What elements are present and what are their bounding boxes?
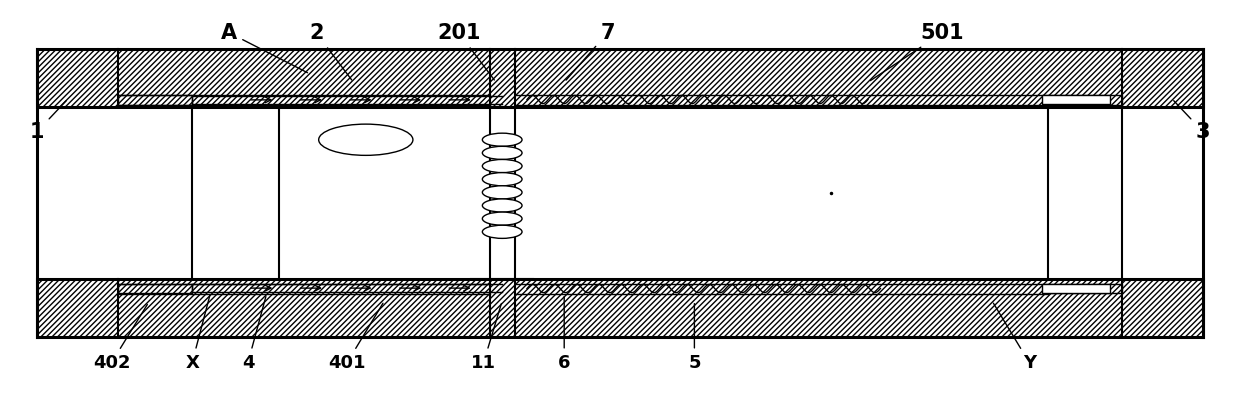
- Circle shape: [482, 146, 522, 159]
- Text: 201: 201: [436, 23, 495, 80]
- Circle shape: [482, 212, 522, 225]
- Bar: [37, 279, 1203, 337]
- Bar: [118, 95, 192, 105]
- Text: A: A: [221, 23, 308, 73]
- Bar: [1048, 95, 1122, 105]
- Bar: [118, 284, 192, 293]
- Bar: [1042, 95, 1110, 104]
- Bar: [1048, 284, 1122, 293]
- Text: 402: 402: [93, 305, 148, 372]
- Text: 6: 6: [558, 297, 570, 372]
- Text: 401: 401: [329, 303, 383, 372]
- Text: Y: Y: [993, 303, 1035, 372]
- Circle shape: [482, 133, 522, 146]
- Text: 7: 7: [565, 23, 615, 80]
- Text: 1: 1: [30, 101, 66, 141]
- Text: 3: 3: [1174, 101, 1210, 141]
- Bar: [37, 279, 1203, 337]
- Circle shape: [482, 173, 522, 186]
- Text: 11: 11: [471, 303, 501, 372]
- Text: X: X: [185, 295, 210, 372]
- Circle shape: [482, 199, 522, 212]
- Bar: [37, 49, 1203, 107]
- Bar: [1042, 284, 1110, 293]
- Circle shape: [482, 225, 522, 238]
- Text: 4: 4: [242, 297, 265, 372]
- Bar: [37, 49, 1203, 107]
- Text: 2: 2: [309, 23, 352, 80]
- Text: 5: 5: [688, 304, 701, 372]
- Text: 501: 501: [870, 23, 965, 81]
- Circle shape: [482, 159, 522, 173]
- Circle shape: [482, 186, 522, 199]
